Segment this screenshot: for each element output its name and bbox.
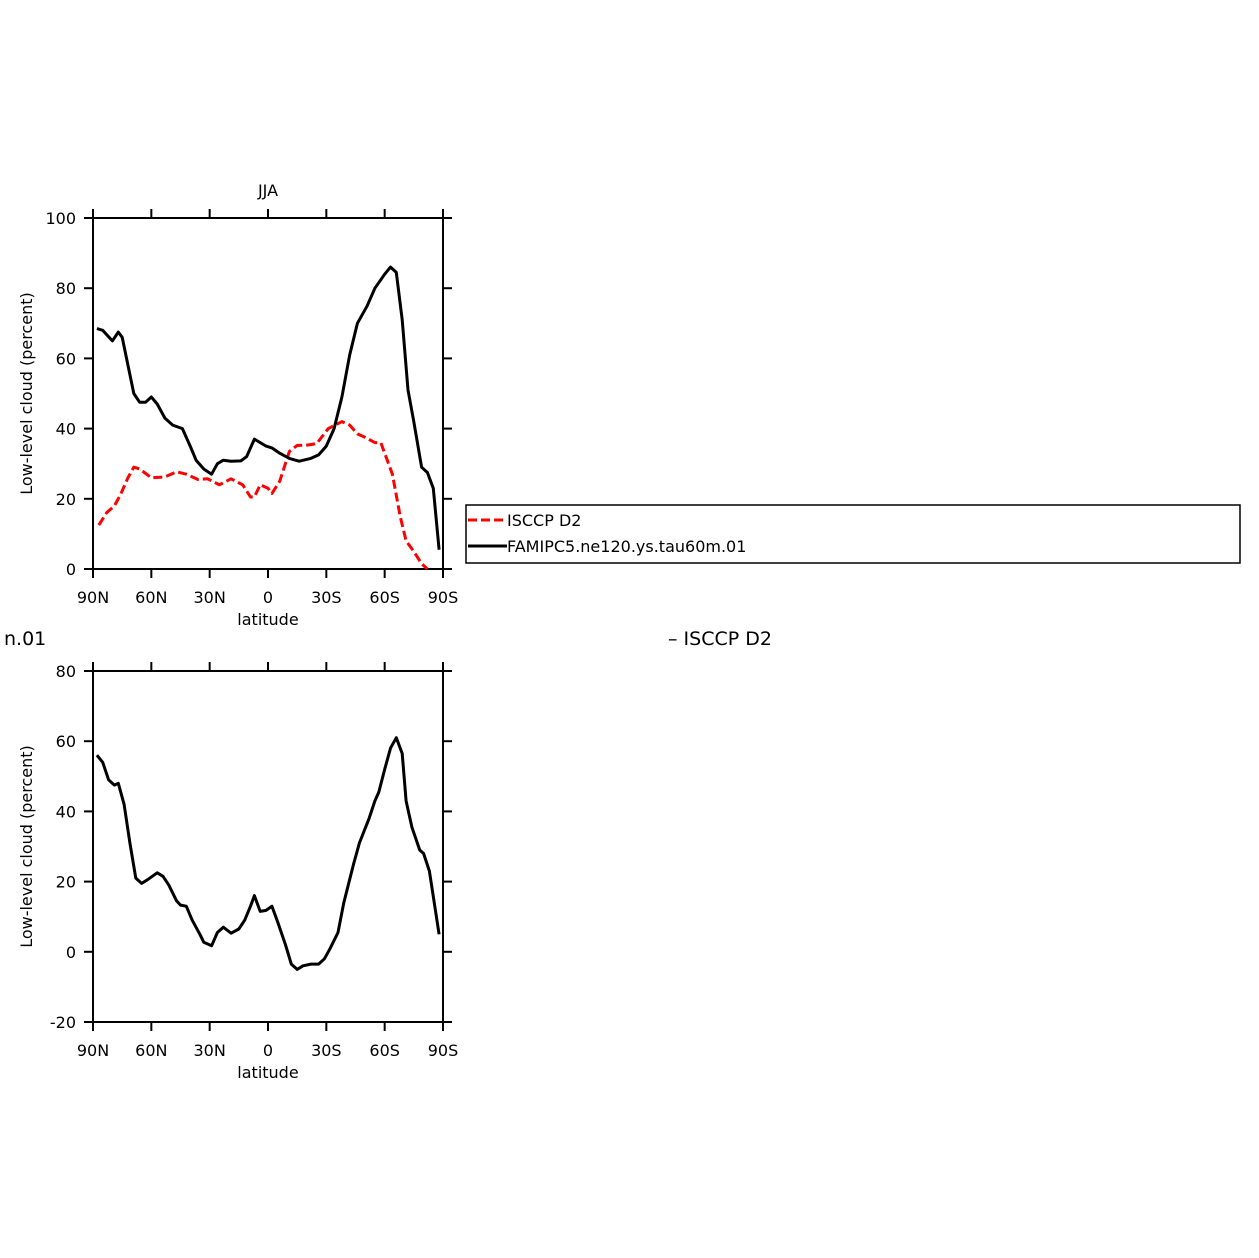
x-axis-label: latitude <box>237 1063 298 1082</box>
y-tick-label: 60 <box>56 349 76 368</box>
plot-frame <box>92 670 444 1023</box>
y-tick-label: 40 <box>56 802 76 821</box>
x-tick-label: 30S <box>311 588 342 607</box>
legend-box <box>465 504 1241 564</box>
y-tick-label: 80 <box>56 662 76 681</box>
data-line <box>95 736 441 971</box>
y-tick-label: 80 <box>56 279 76 298</box>
legend-label: FAMIPC5.ne120.ys.tau60m.01 <box>507 537 746 556</box>
y-tick-label: 40 <box>56 420 76 439</box>
chart-title: JJA <box>257 181 278 200</box>
x-tick-label: 30N <box>194 588 226 607</box>
title-fragment: – ISCCP D2 <box>668 628 772 650</box>
y-axis-label: Low-level cloud (percent) <box>17 745 36 948</box>
x-tick-label: 90S <box>428 588 459 607</box>
x-tick-label: 60S <box>369 588 400 607</box>
data-line <box>97 420 429 571</box>
y-tick-label: 0 <box>66 943 76 962</box>
y-axis-label: Low-level cloud (percent) <box>17 292 36 495</box>
x-tick-label: 60N <box>135 1041 167 1060</box>
x-tick-label: 0 <box>263 588 273 607</box>
x-tick-label: 0 <box>263 1041 273 1060</box>
x-tick-label: 90S <box>428 1041 459 1060</box>
legend-label: ISCCP D2 <box>507 511 581 530</box>
y-tick-label: 100 <box>45 209 76 228</box>
y-tick-label: -20 <box>50 1013 76 1032</box>
x-tick-label: 60S <box>369 1041 400 1060</box>
x-axis-label: latitude <box>237 610 298 629</box>
x-tick-label: 30N <box>194 1041 226 1060</box>
plot-frame <box>92 217 444 570</box>
y-tick-label: 20 <box>56 873 76 892</box>
x-tick-label: 60N <box>135 588 167 607</box>
y-tick-label: 0 <box>66 560 76 579</box>
x-tick-label: 90N <box>77 1041 109 1060</box>
y-tick-label: 20 <box>56 490 76 509</box>
data-line <box>96 265 441 550</box>
title-fragment: n.01 <box>4 628 46 650</box>
y-tick-label: 60 <box>56 732 76 751</box>
x-tick-label: 30S <box>311 1041 342 1060</box>
x-tick-label: 90N <box>77 588 109 607</box>
